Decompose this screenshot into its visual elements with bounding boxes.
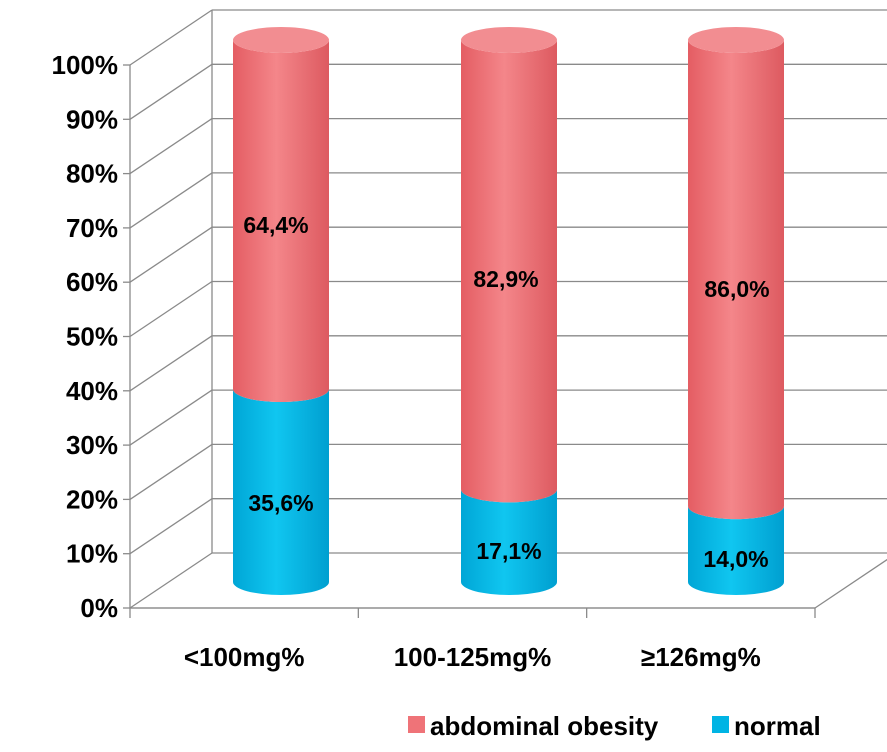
- legend-swatch-abdominal-obesity: [408, 716, 425, 733]
- x-category-label: ≥126mg%: [641, 642, 761, 672]
- bar-abdominal-obesity-0: [233, 40, 329, 403]
- y-tick-label: 0%: [80, 593, 118, 623]
- bar-top-cap-2: [688, 27, 784, 53]
- x-category-label: 100-125mg%: [394, 642, 552, 672]
- y-tick-label: 80%: [66, 159, 118, 189]
- bar-layer: [233, 27, 784, 595]
- data-label-normal-1: 17,1%: [476, 538, 541, 564]
- legend-label-normal: normal: [734, 711, 821, 741]
- side-gridline: [129, 389, 213, 446]
- legend-swatch-normal: [712, 716, 729, 733]
- y-tick-label: 40%: [66, 376, 118, 406]
- bar-normal-2: [688, 506, 784, 595]
- bar-top-cap-1: [461, 27, 557, 53]
- side-gridline: [129, 335, 213, 392]
- legend-label-abdominal-obesity: abdominal obesity: [430, 711, 659, 741]
- side-gridline: [129, 280, 213, 338]
- side-gridline: [129, 172, 213, 229]
- bar-abdominal-obesity-2: [688, 40, 784, 520]
- side-gridline: [129, 552, 213, 609]
- side-gridline: [129, 498, 213, 555]
- side-gridline: [129, 226, 213, 283]
- side-gridline: [129, 443, 213, 500]
- data-label-abdominal-obesity-2: 86,0%: [704, 276, 769, 302]
- legend: abdominal obesity normal: [408, 711, 821, 741]
- y-tick-label: 60%: [66, 267, 118, 297]
- wall-edge: [814, 558, 887, 609]
- side-gridline: [129, 63, 213, 120]
- data-label-abdominal-obesity-1: 82,9%: [473, 266, 538, 292]
- y-tick-label: 70%: [66, 213, 118, 243]
- data-label-normal-2: 14,0%: [703, 546, 768, 572]
- y-tick-label: 20%: [66, 484, 118, 514]
- side-gridline: [129, 9, 213, 66]
- bar-normal-1: [461, 489, 557, 595]
- label-layer: 35,6% 64,4% 17,1% 82,9% 14,0% 86,0%: [243, 212, 769, 572]
- data-label-abdominal-obesity-0: 64,4%: [243, 212, 308, 238]
- side-gridline: [129, 118, 213, 175]
- y-tick-label: 100%: [52, 50, 119, 80]
- y-tick-label: 50%: [66, 322, 118, 352]
- x-category-label: <100mg%: [184, 642, 305, 672]
- y-tick-label: 90%: [66, 104, 118, 134]
- axis-layer: 0% 10% 20% 30% 40% 50% 60% 70% 80% 90% 100% <100mg%…: [52, 50, 816, 672]
- bar-top-cap-0: [233, 27, 329, 53]
- data-label-normal-0: 35,6%: [248, 490, 313, 516]
- y-tick-label: 10%: [66, 539, 118, 569]
- y-tick-label: 30%: [66, 430, 118, 460]
- bar-abdominal-obesity-1: [461, 40, 557, 503]
- bar-normal-0: [233, 389, 329, 595]
